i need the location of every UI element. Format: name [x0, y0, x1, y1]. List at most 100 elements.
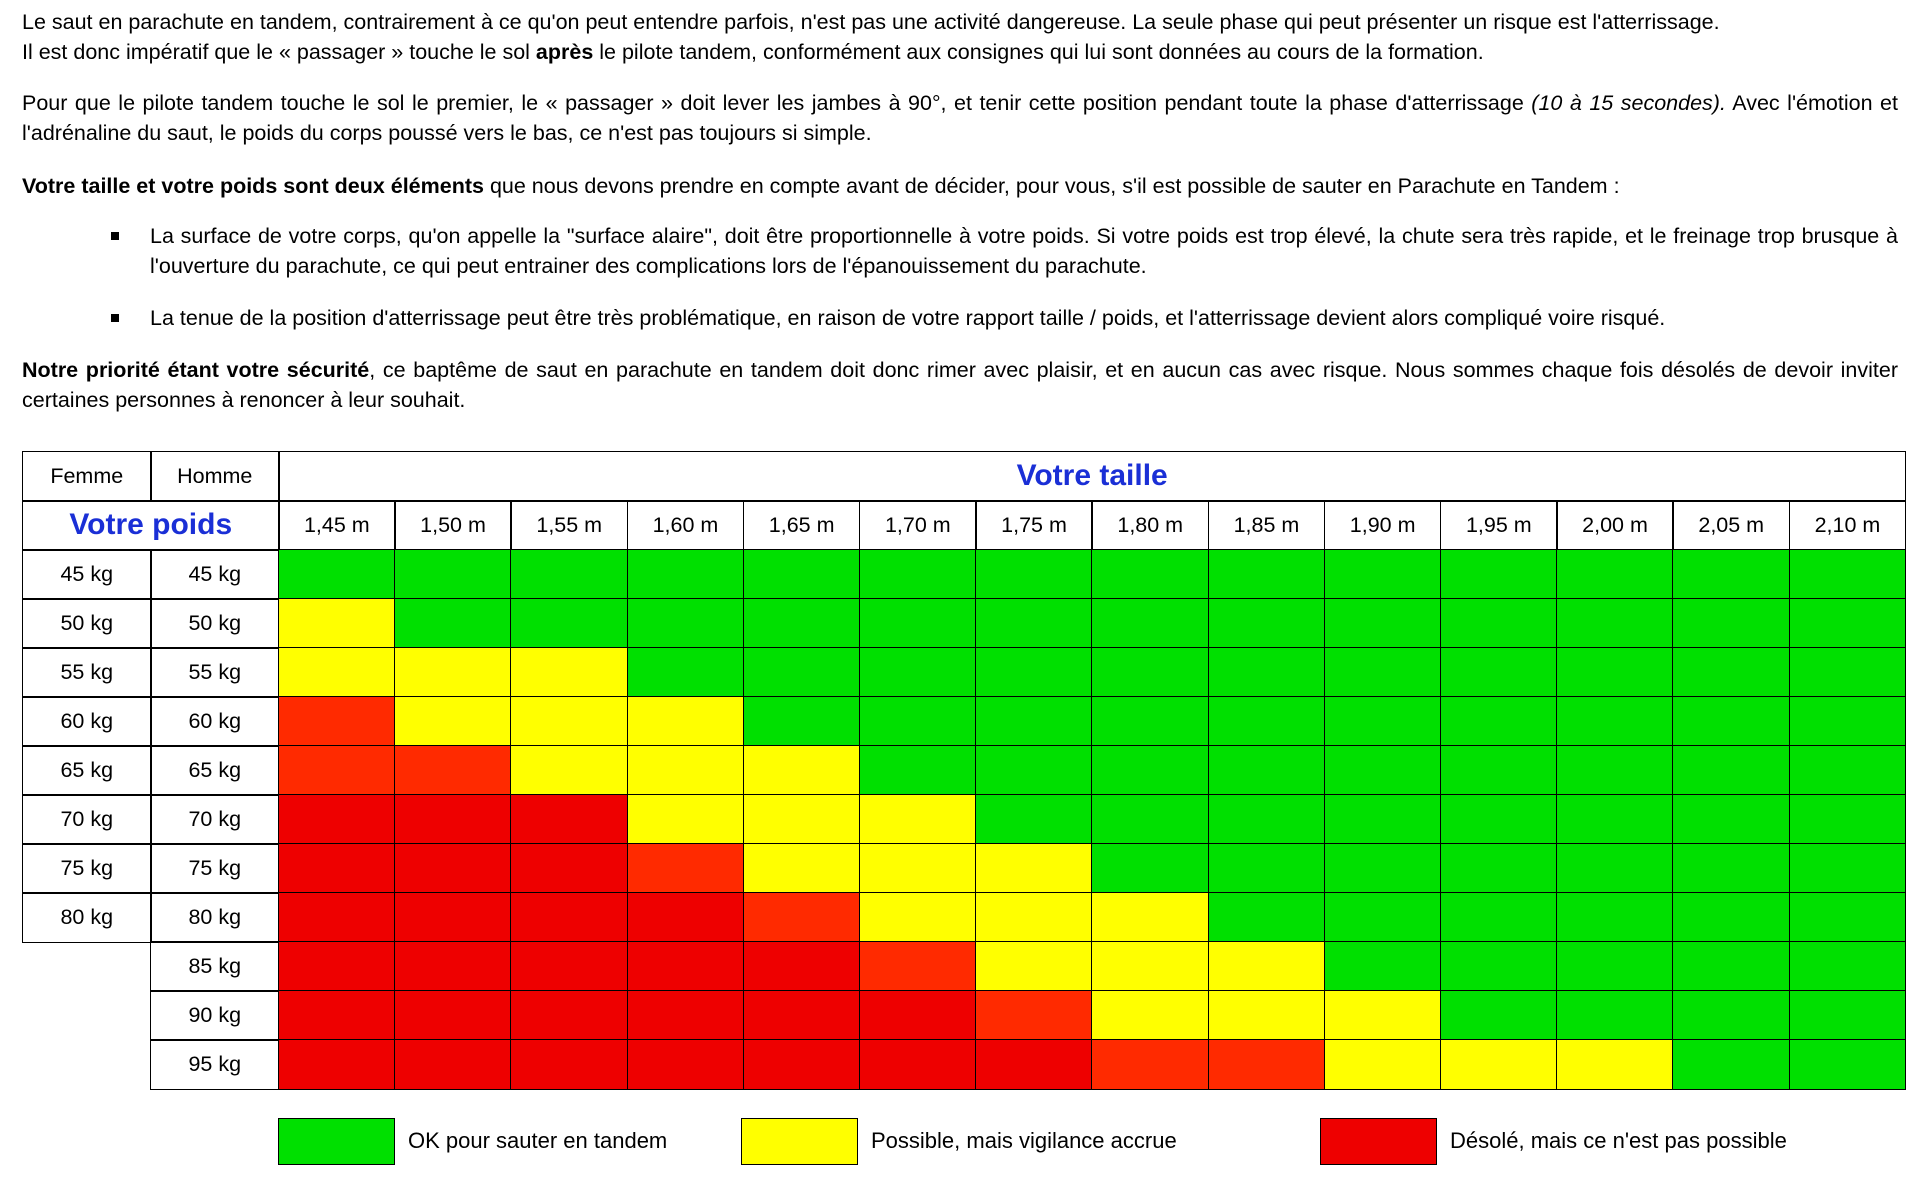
- bullet-square-icon: [111, 314, 119, 322]
- ok-cell: [975, 598, 1093, 649]
- not-possible-cell: [510, 794, 629, 845]
- homme-weight-cell: 60 kg: [150, 696, 280, 747]
- safety-post: , ce baptême de saut en parachute en tan…: [22, 358, 1898, 412]
- ok-cell: [1672, 941, 1791, 992]
- ok-cell: [394, 598, 512, 649]
- intro-paragraph: Le saut en parachute en tandem, contrair…: [22, 7, 1898, 67]
- ok-cell: [1556, 696, 1674, 747]
- ok-cell: [1788, 843, 1907, 894]
- ok-cell: [1672, 549, 1791, 600]
- ok-cell: [1788, 1039, 1907, 1090]
- femme-weight-cell: 70 kg: [22, 794, 152, 845]
- not-possible-cell: [626, 941, 745, 992]
- bullet-square-icon: [111, 232, 119, 240]
- not-possible-cell: [510, 843, 629, 894]
- ok-cell: [859, 647, 977, 698]
- ok-cell: [1323, 843, 1442, 894]
- ok-cell: [1556, 647, 1674, 698]
- landing-italic: (10 à 15 secondes).: [1531, 91, 1726, 115]
- caution-cell: [975, 941, 1093, 992]
- ok-cell: [1440, 843, 1558, 894]
- ok-cell: [394, 549, 512, 600]
- not-possible-cell: [742, 990, 861, 1041]
- ok-cell: [1091, 549, 1210, 600]
- caution-cell: [859, 843, 977, 894]
- ok-cell: [1672, 892, 1791, 943]
- ok-cell: [1323, 696, 1442, 747]
- caution-cell: [975, 892, 1093, 943]
- ok-cell: [1788, 941, 1907, 992]
- ok-cell: [742, 598, 861, 649]
- legend-swatch: [278, 1118, 395, 1165]
- ok-cell: [510, 598, 629, 649]
- not-possible-cell: [278, 990, 396, 1041]
- risk-cell: [278, 745, 396, 796]
- homme-weight-cell: 80 kg: [150, 892, 280, 943]
- caution-cell: [742, 745, 861, 796]
- not-possible-cell: [742, 941, 861, 992]
- not-possible-cell: [742, 1039, 861, 1090]
- not-possible-cell: [626, 990, 745, 1041]
- legend-label: OK pour sauter en tandem: [408, 1128, 668, 1153]
- intro-line-2-bold: après: [535, 40, 594, 64]
- bullet-text-1: La surface de votre corps, qu'on appelle…: [150, 224, 1898, 278]
- ok-cell: [1672, 794, 1791, 845]
- height-header: 1,85 m: [1207, 500, 1326, 551]
- size-weight-post: que nous devons prendre en compte avant …: [483, 174, 1620, 198]
- ok-cell: [1788, 549, 1907, 600]
- bullet-text-2: La tenue de la position d'atterrissage p…: [150, 306, 1666, 330]
- ok-cell: [1440, 941, 1558, 992]
- femme-weight-cell: 45 kg: [22, 549, 152, 600]
- risk-cell: [1091, 1039, 1210, 1090]
- ok-cell: [1556, 549, 1674, 600]
- ok-cell: [1091, 696, 1210, 747]
- not-possible-cell: [510, 1039, 629, 1090]
- ok-cell: [626, 549, 745, 600]
- ok-cell: [1556, 892, 1674, 943]
- safety-paragraph: Notre priorité étant votre sécurité, ce …: [22, 355, 1898, 415]
- caution-cell: [394, 696, 512, 747]
- not-possible-cell: [394, 990, 512, 1041]
- size-weight-paragraph: Votre taille et votre poids sont deux él…: [22, 171, 1898, 201]
- height-header: 1,45 m: [278, 500, 396, 551]
- ok-cell: [1672, 990, 1791, 1041]
- risk-cell: [975, 990, 1093, 1041]
- caution-cell: [1091, 941, 1210, 992]
- ok-cell: [1672, 598, 1791, 649]
- homme-weight-cell: 85 kg: [150, 941, 280, 992]
- caution-cell: [1091, 990, 1210, 1041]
- ok-cell: [1091, 745, 1210, 796]
- caution-cell: [742, 794, 861, 845]
- homme-weight-cell: 70 kg: [150, 794, 280, 845]
- intro-line-2-pre: Il est donc impératif que le « passager …: [22, 40, 536, 64]
- risk-cell: [742, 892, 861, 943]
- homme-weight-cell: 55 kg: [150, 647, 280, 698]
- poids-title: Votre poids: [22, 500, 280, 551]
- ok-cell: [1788, 990, 1907, 1041]
- height-header: 2,00 m: [1556, 500, 1674, 551]
- ok-cell: [742, 647, 861, 698]
- intro-line-1: Le saut en parachute en tandem, contrair…: [22, 10, 1720, 34]
- not-possible-cell: [975, 1039, 1093, 1090]
- caution-cell: [1323, 990, 1442, 1041]
- ok-cell: [1440, 794, 1558, 845]
- caution-cell: [1207, 941, 1326, 992]
- height-header: 1,90 m: [1323, 500, 1442, 551]
- ok-cell: [1556, 990, 1674, 1041]
- ok-cell: [510, 549, 629, 600]
- ok-cell: [1207, 549, 1326, 600]
- ok-cell: [1440, 598, 1558, 649]
- ok-cell: [1440, 647, 1558, 698]
- size-weight-bold: Votre taille et votre poids sont deux él…: [22, 174, 484, 198]
- ok-cell: [1440, 892, 1558, 943]
- homme-weight-cell: 65 kg: [150, 745, 280, 796]
- ok-cell: [1091, 843, 1210, 894]
- risk-cell: [626, 843, 745, 894]
- height-header: 1,70 m: [859, 500, 977, 551]
- caution-cell: [278, 598, 396, 649]
- risk-cell: [394, 745, 512, 796]
- ok-cell: [278, 549, 396, 600]
- caution-cell: [1323, 1039, 1442, 1090]
- ok-cell: [1556, 598, 1674, 649]
